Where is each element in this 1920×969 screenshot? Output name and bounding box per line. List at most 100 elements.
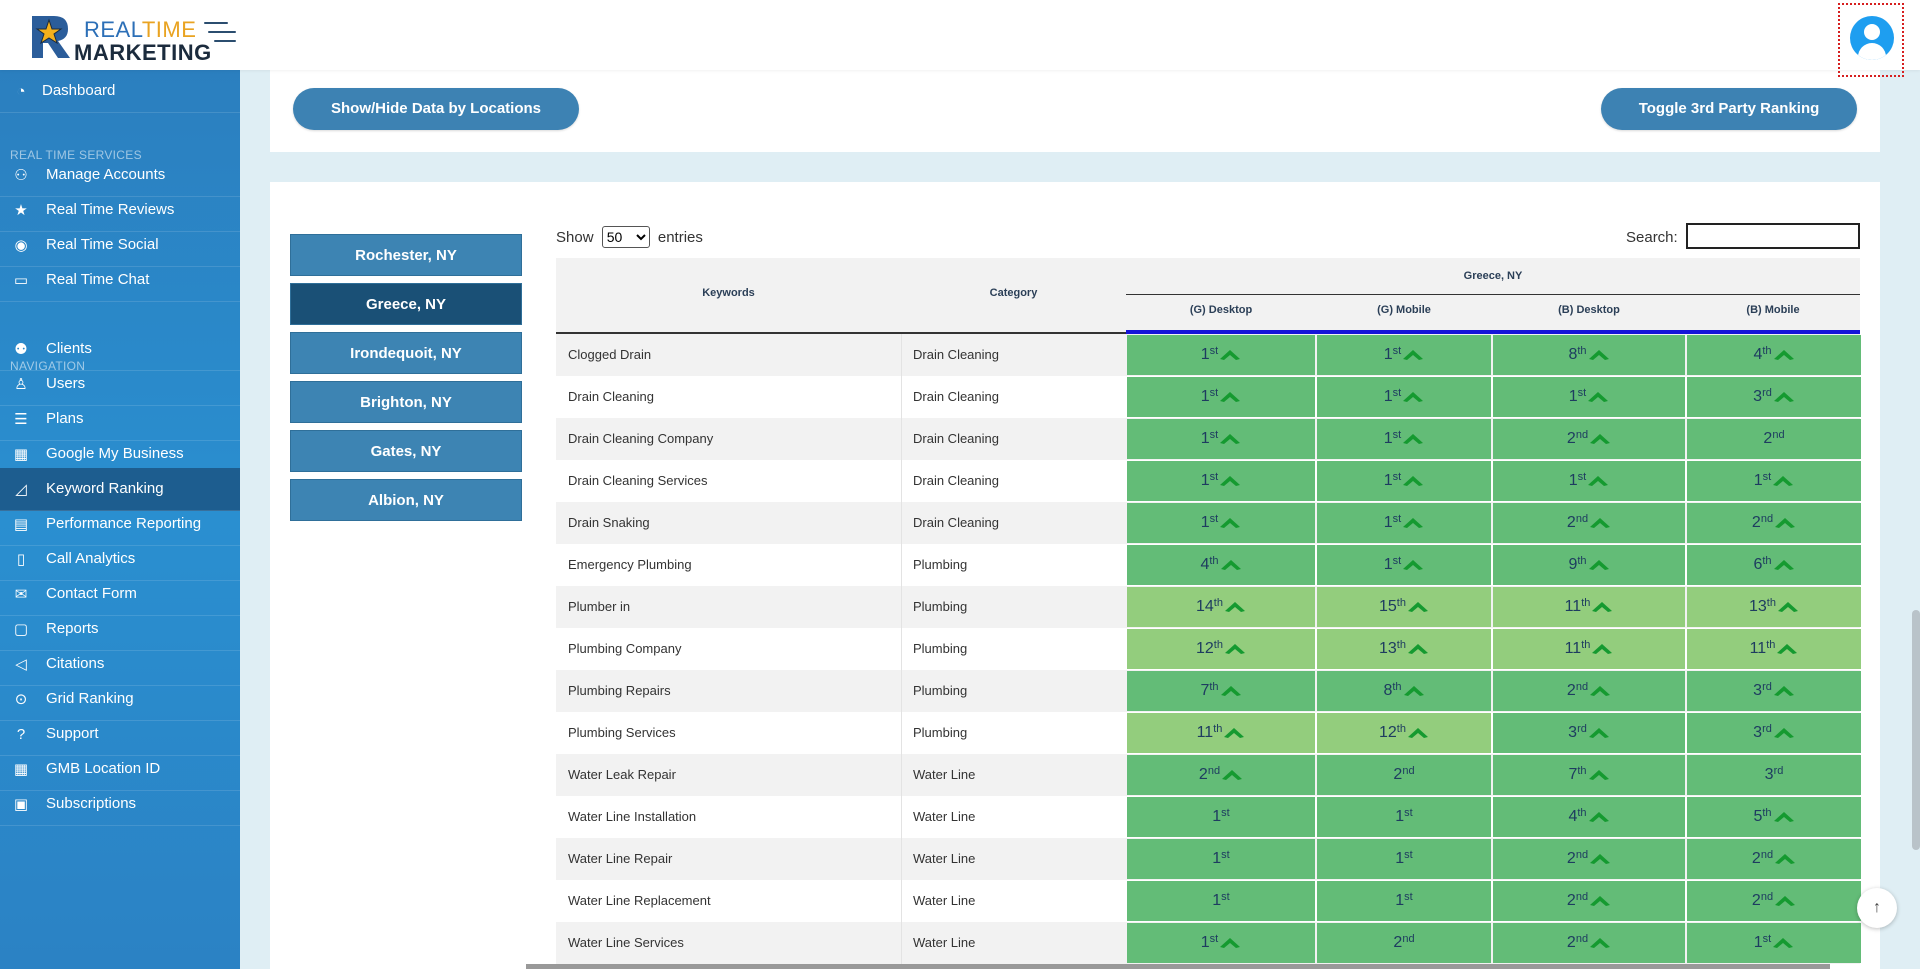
search-input[interactable] (1686, 223, 1860, 249)
rank-suffix: rd (1762, 681, 1772, 693)
rank-number: 2 (1751, 514, 1761, 531)
rank-suffix: nd (1402, 933, 1415, 945)
sidebar-item-reports[interactable]: ▢ Reports (0, 608, 240, 651)
sidebar-item-clients[interactable]: ⚉ Clients (0, 328, 240, 371)
rank-suffix: nd (1575, 891, 1589, 903)
rank-number: 1 (1568, 472, 1578, 489)
location-button-gates-ny[interactable]: Gates, NY (290, 430, 522, 472)
rank-number: 2 (1393, 934, 1403, 951)
rank-cell: 13th (1317, 629, 1491, 669)
g-desktop-header[interactable]: (G) Desktop (1189, 304, 1253, 316)
menu-toggle-button[interactable] (204, 20, 236, 46)
rank-up-arrow-icon (1590, 854, 1611, 865)
entries-select[interactable]: 50 (601, 226, 650, 248)
sidebar-item-label: Clients (46, 340, 92, 357)
rank-cell: 1st (1317, 377, 1491, 417)
clients-icon: ⚉ (14, 341, 28, 358)
category-cell: Plumbing (913, 641, 968, 656)
section-navigation: NAVIGATION (10, 359, 86, 373)
g-mobile-header[interactable]: (G) Mobile (1377, 304, 1431, 316)
location-button-greece-ny[interactable]: Greece, NY (290, 283, 522, 325)
sidebar-item-performance-reporting[interactable]: ▤ Performance Reporting (0, 503, 240, 546)
rank-number: 1 (1200, 514, 1210, 531)
rank-cell: 1st (1317, 545, 1491, 585)
rank-cell: 14th (1127, 587, 1315, 627)
sidebar-item-call-analytics[interactable]: ▯ Call Analytics (0, 538, 240, 581)
rank-number: 2 (1566, 934, 1576, 951)
rank-number: 2 (1566, 892, 1576, 909)
rank-cell: 2nd (1687, 503, 1861, 543)
location-button-irondequoit-ny[interactable]: Irondequoit, NY (290, 332, 522, 374)
realtime-marketing-logo[interactable]: REALTIME MARKETING (28, 12, 211, 65)
sidebar-item-contact-form[interactable]: ✉ Contact Form (0, 573, 240, 616)
rank-number: 14 (1196, 598, 1214, 615)
rank-number: 11 (1564, 640, 1582, 657)
sidebar-item-label: Users (46, 375, 86, 392)
sidebar-item-gmb-location-id[interactable]: ▦ GMB Location ID (0, 748, 240, 791)
category-cell: Water Line (913, 809, 976, 824)
sidebar-item-support[interactable]: ? Support (0, 713, 240, 756)
category-header[interactable]: Category (989, 287, 1038, 299)
sidebar-item-manage-accounts[interactable]: ⚇ Manage Accounts (0, 154, 240, 197)
rank-cell: 3rd (1687, 755, 1861, 795)
rank-number: 1 (1200, 472, 1210, 489)
rank-cell: 4th (1493, 797, 1685, 837)
table-row: Clogged Drain Drain Cleaning 1st 1st 8th 4th (556, 334, 1861, 376)
rank-number: 1 (1753, 472, 1763, 489)
b-desktop-header[interactable]: (B) Desktop (1558, 304, 1620, 316)
sidebar-item-citations[interactable]: ◁ Citations (0, 643, 240, 686)
category-cell: Plumbing (913, 557, 968, 572)
category-cell: Plumbing (913, 599, 968, 614)
rank-cell: 2nd (1687, 419, 1861, 459)
b-mobile-header[interactable]: (B) Mobile (1746, 304, 1800, 316)
rank-up-arrow-icon (1590, 896, 1611, 907)
user-menu-button[interactable] (1838, 3, 1904, 77)
sidebar-item-real-time-social[interactable]: ◉ Real Time Social (0, 224, 240, 267)
rank-suffix: nd (1772, 429, 1785, 441)
sidebar-item-dashboard[interactable]: ◔ Dashboard (0, 70, 240, 113)
subscription-icon: ▣ (13, 796, 29, 813)
report-icon: ▤ (13, 516, 29, 533)
keyword-cell: Plumbing Services (568, 725, 676, 740)
rank-up-arrow-icon (1220, 476, 1241, 487)
page-scrollbar[interactable] (1912, 610, 1920, 850)
rank-number: 11 (1749, 640, 1767, 657)
sidebar-item-plans[interactable]: ☰ Plans (0, 398, 240, 441)
sidebar-item-keyword-ranking[interactable]: ◿ Keyword Ranking (0, 468, 240, 511)
rank-number: 2 (1566, 850, 1576, 867)
location-button-rochester-ny[interactable]: Rochester, NY (290, 234, 522, 276)
scroll-to-top-button[interactable]: ↑ (1857, 888, 1897, 928)
sidebar-item-users[interactable]: ♙ Users (0, 363, 240, 406)
rank-suffix: st (1209, 513, 1219, 525)
toggle-3rd-party-ranking-button[interactable]: Toggle 3rd Party Ranking (1601, 88, 1857, 130)
rank-suffix: st (1221, 891, 1230, 903)
location-button-brighton-ny[interactable]: Brighton, NY (290, 381, 522, 423)
rank-number: 3 (1753, 682, 1763, 699)
rank-number: 6 (1753, 556, 1763, 573)
rank-number: 4 (1200, 556, 1210, 573)
sidebar-item-label: Grid Ranking (46, 690, 134, 707)
rank-number: 7 (1568, 766, 1578, 783)
rank-number: 11 (1196, 724, 1214, 741)
location-button-albion-ny[interactable]: Albion, NY (290, 479, 522, 521)
rank-up-arrow-icon (1775, 896, 1796, 907)
megaphone-icon: ◁ (15, 656, 27, 673)
rank-cell: 13th (1687, 587, 1861, 627)
sidebar-item-label: Real Time Reviews (46, 201, 175, 218)
sidebar-item-real-time-chat[interactable]: ▭ Real Time Chat (0, 259, 240, 302)
sidebar-item-grid-ranking[interactable]: ⊙ Grid Ranking (0, 678, 240, 721)
rank-up-arrow-icon (1588, 770, 1609, 781)
rank-cell: 4th (1127, 545, 1315, 585)
rank-suffix: th (1396, 639, 1406, 651)
keywords-header[interactable]: Keywords (702, 287, 755, 299)
table-header: Keywords Category Greece, NY (G) Desktop… (556, 258, 1860, 334)
rank-cell: 12th (1127, 629, 1315, 669)
rank-cell: 8th (1317, 671, 1491, 711)
sidebar-item-real-time-reviews[interactable]: ★ Real Time Reviews (0, 189, 240, 232)
category-cell: Plumbing (913, 725, 968, 740)
rank-suffix: nd (1760, 891, 1774, 903)
rank-up-arrow-icon (1588, 812, 1609, 823)
sidebar-item-subscriptions[interactable]: ▣ Subscriptions (0, 783, 240, 826)
show-hide-locations-button[interactable]: Show/Hide Data by Locations (293, 88, 579, 130)
rank-number: 2 (1763, 430, 1773, 447)
